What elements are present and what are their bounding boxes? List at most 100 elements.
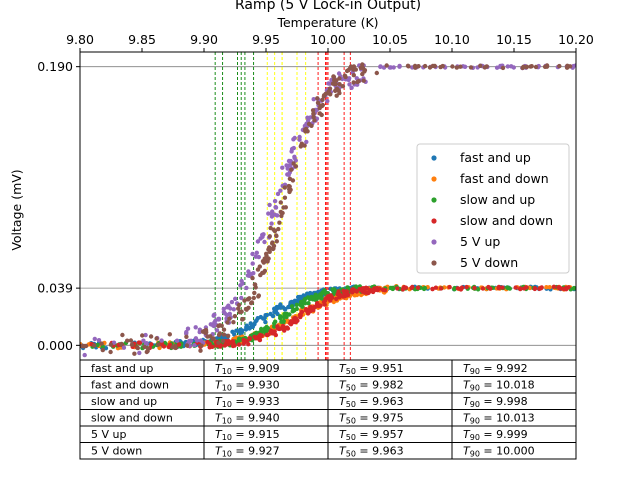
- data-point: [334, 93, 339, 98]
- data-point: [468, 65, 474, 70]
- data-point: [293, 164, 299, 169]
- table-threshold-value: T50 = 9.963: [339, 445, 404, 459]
- data-point: [297, 134, 302, 140]
- data-point: [360, 65, 366, 71]
- data-point: [271, 243, 277, 249]
- data-point: [125, 338, 130, 343]
- data-point: [132, 351, 137, 356]
- data-point: [225, 333, 231, 338]
- data-point: [253, 285, 258, 290]
- data-point: [184, 343, 190, 348]
- data-point: [326, 81, 331, 86]
- data-point: [327, 86, 333, 91]
- data-point: [315, 301, 320, 306]
- data-point: [482, 65, 487, 70]
- data-point: [159, 338, 164, 343]
- data-point: [256, 294, 261, 299]
- table-row-label: slow and up: [91, 395, 157, 408]
- data-point: [320, 97, 325, 103]
- data-point: [305, 311, 311, 316]
- data-point: [231, 320, 236, 325]
- data-point: [222, 343, 228, 348]
- data-point: [351, 287, 356, 292]
- data-point: [281, 318, 286, 324]
- data-point: [433, 285, 439, 290]
- data-point: [311, 111, 316, 116]
- data-point: [287, 184, 292, 189]
- data-point: [262, 256, 267, 261]
- data-point: [280, 210, 285, 216]
- data-point: [397, 64, 402, 69]
- data-point: [278, 200, 283, 205]
- series-points: [80, 62, 576, 358]
- data-point: [272, 324, 277, 329]
- data-point: [232, 314, 238, 319]
- data-point: [184, 329, 189, 335]
- data-point: [250, 251, 255, 257]
- data-point: [199, 343, 204, 348]
- data-point: [234, 328, 239, 333]
- data-point: [225, 320, 230, 325]
- table-threshold-value: T90 = 9.999: [463, 428, 528, 442]
- data-point: [260, 270, 265, 276]
- data-point: [380, 287, 386, 292]
- data-point: [250, 324, 255, 329]
- data-point: [298, 303, 304, 308]
- data-point: [288, 322, 294, 327]
- legend-box: [416, 143, 570, 274]
- data-point: [374, 70, 379, 76]
- data-point: [511, 65, 516, 70]
- data-point: [119, 341, 124, 347]
- data-point: [221, 309, 227, 315]
- data-point: [241, 341, 246, 346]
- data-point: [129, 342, 135, 347]
- data-point: [462, 64, 468, 70]
- data-point: [176, 342, 182, 347]
- data-point: [283, 205, 288, 210]
- data-point: [275, 191, 281, 197]
- y-axis-title: Voltage (mV): [9, 169, 24, 250]
- legend-marker: [431, 260, 437, 266]
- data-point: [267, 202, 272, 208]
- legend-label: 5 V down: [460, 255, 518, 270]
- data-point: [227, 316, 232, 321]
- data-point: [233, 296, 238, 301]
- data-point: [194, 338, 200, 343]
- data-point: [216, 340, 221, 345]
- data-point: [285, 326, 291, 331]
- data-point: [412, 63, 418, 69]
- data-point: [192, 343, 197, 348]
- data-point: [539, 285, 544, 290]
- data-point: [331, 74, 336, 80]
- data-point: [478, 63, 483, 68]
- table-threshold-value: T50 = 9.951: [339, 362, 404, 376]
- table-threshold-value: T10 = 9.927: [215, 445, 280, 459]
- data-point: [323, 296, 328, 302]
- data-point: [198, 348, 203, 353]
- legend-label: fast and up: [460, 150, 531, 165]
- data-point: [184, 334, 189, 339]
- data-point: [360, 62, 365, 67]
- data-point: [187, 338, 192, 344]
- table-threshold-value: T10 = 9.940: [215, 412, 280, 426]
- x-tick-label: 10.10: [434, 32, 470, 47]
- data-point: [269, 221, 274, 226]
- data-point: [121, 345, 127, 350]
- data-point: [544, 63, 550, 68]
- table-threshold-value: T10 = 9.909: [215, 362, 280, 376]
- data-point: [204, 330, 209, 335]
- data-point: [170, 345, 175, 350]
- table-threshold-value: T90 = 9.998: [463, 395, 528, 409]
- data-point: [284, 163, 289, 168]
- data-point: [214, 336, 219, 341]
- data-point: [244, 307, 249, 312]
- data-point: [224, 312, 230, 318]
- data-point: [269, 211, 275, 216]
- data-point: [447, 284, 452, 290]
- data-point: [307, 296, 312, 302]
- table-row-label: fast and down: [91, 379, 169, 392]
- legend-marker: [431, 218, 437, 224]
- data-point: [278, 326, 284, 331]
- data-point: [250, 261, 255, 266]
- data-point: [267, 249, 272, 254]
